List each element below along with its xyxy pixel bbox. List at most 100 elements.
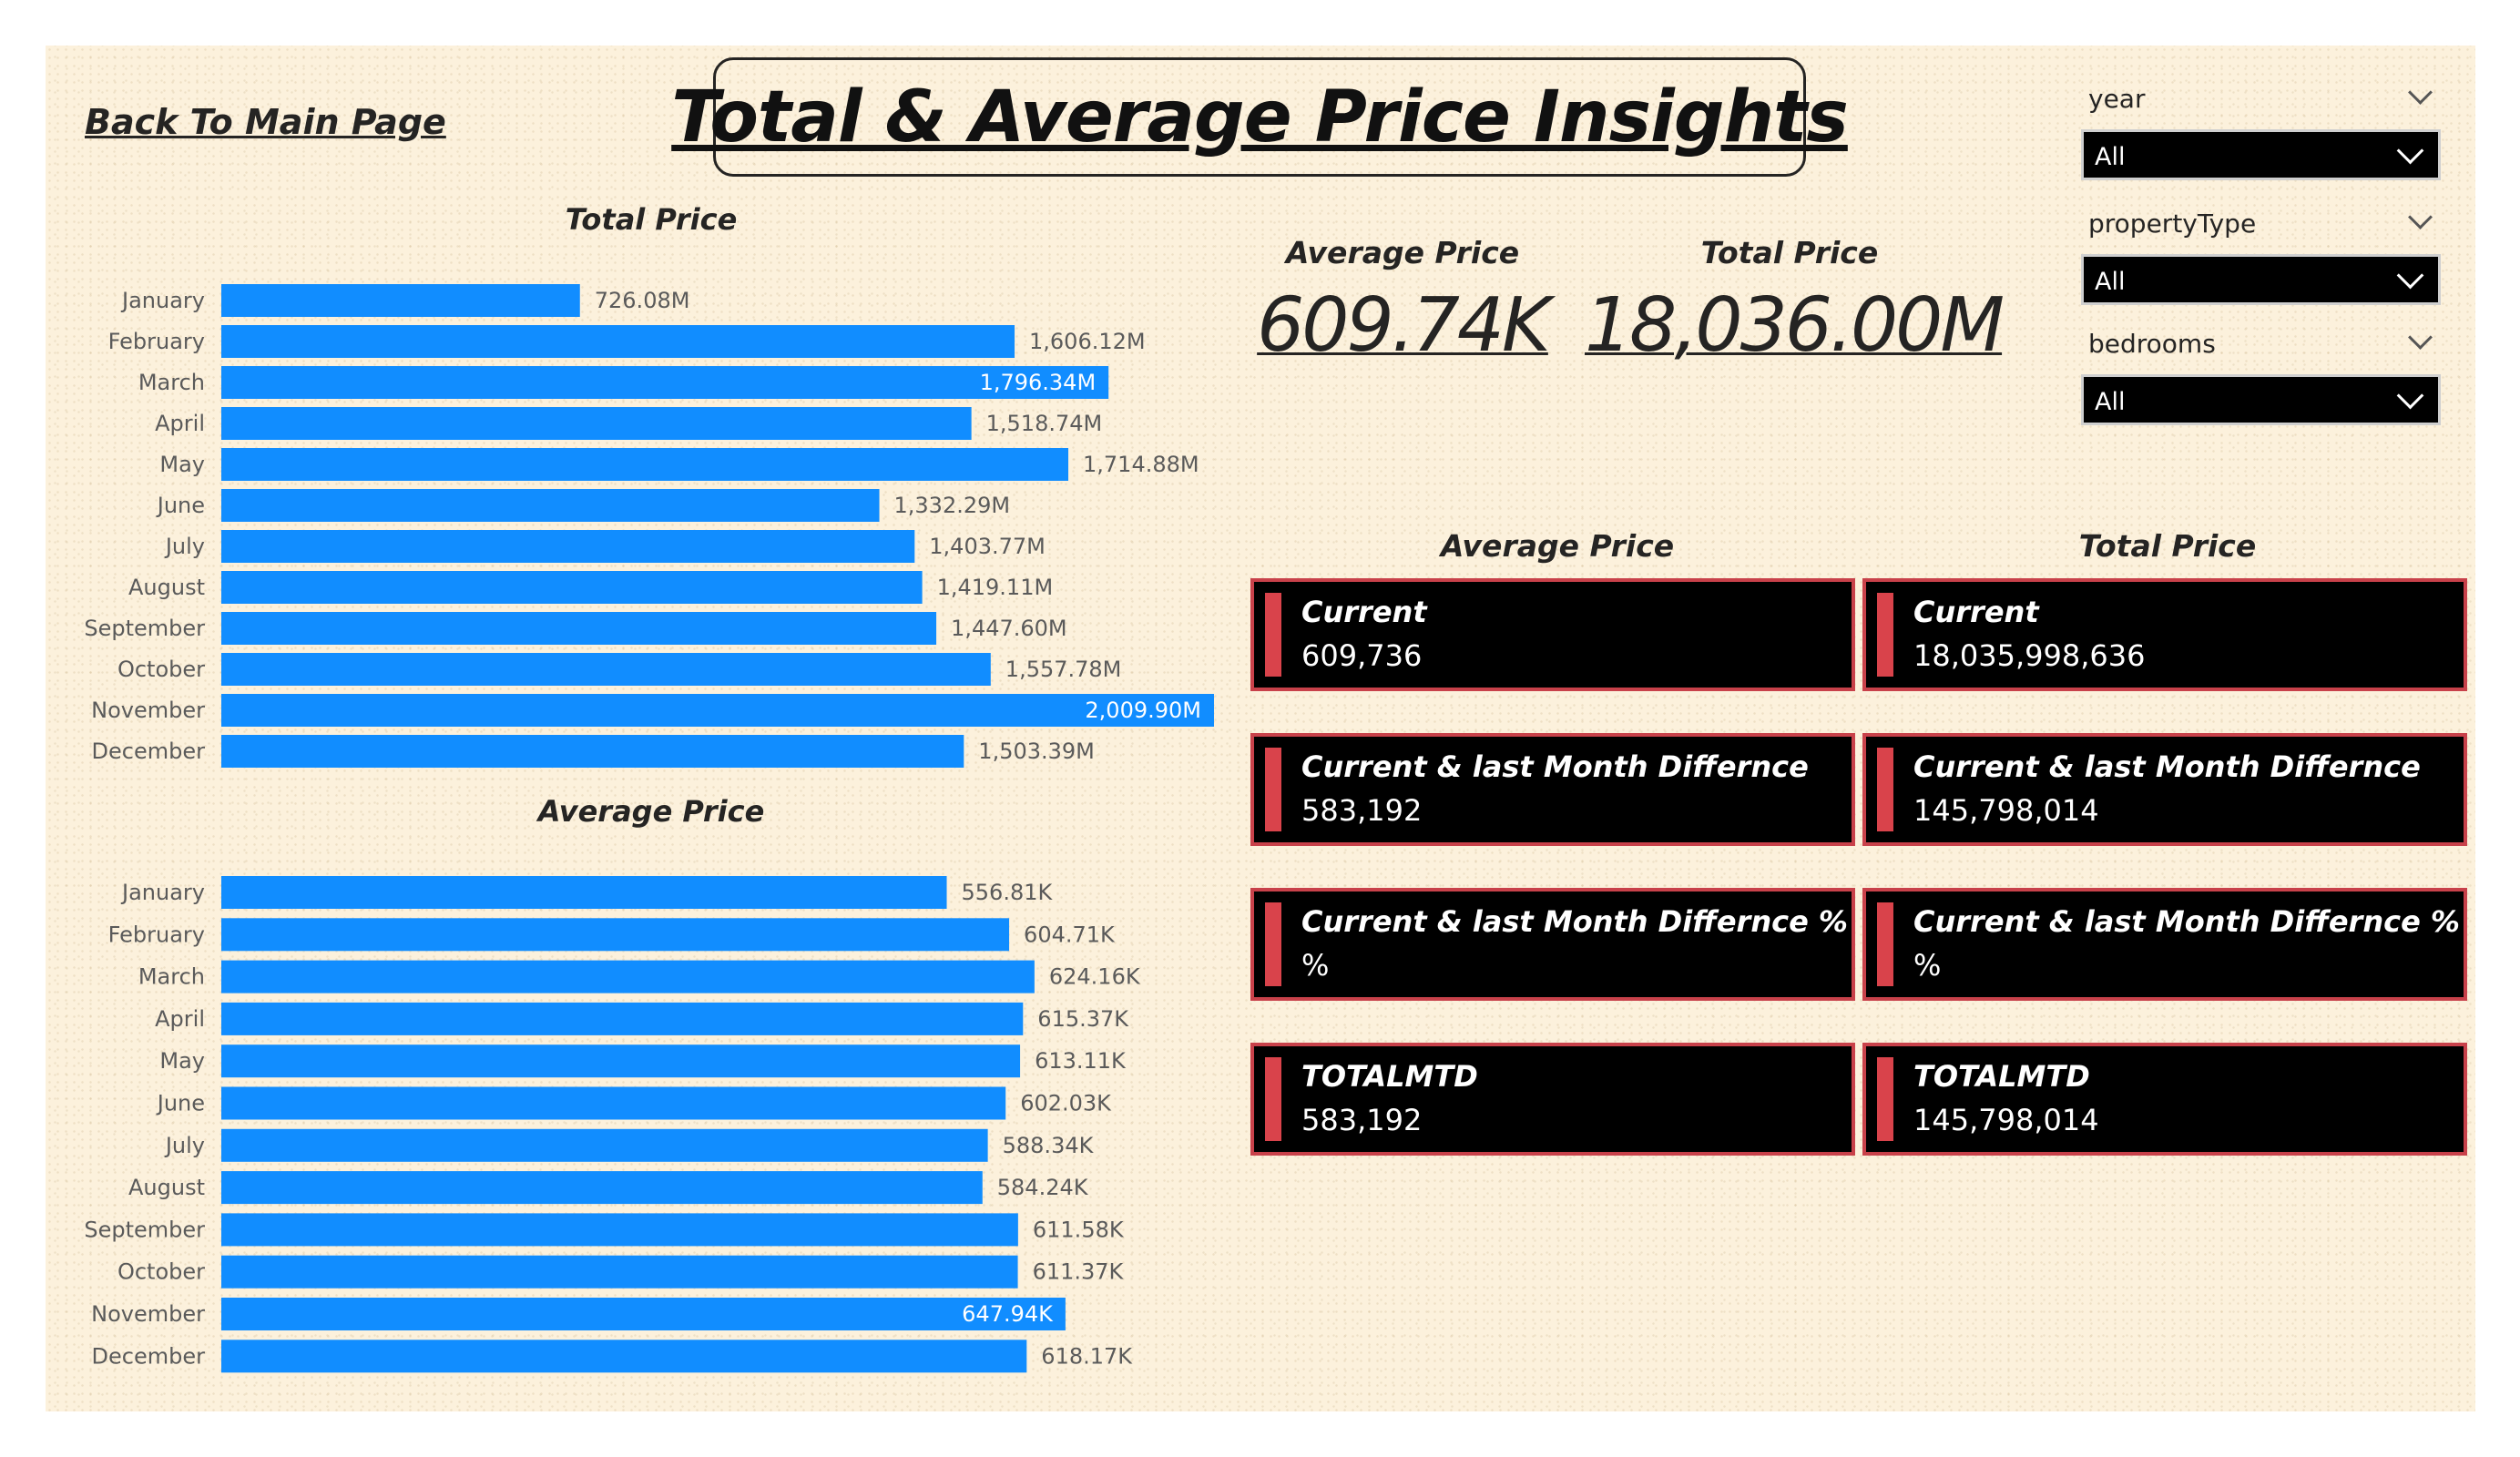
total-bar[interactable] bbox=[221, 571, 923, 604]
average-current-card: Current 609,736 bbox=[1250, 578, 1855, 691]
average-category-label: October bbox=[117, 1259, 205, 1285]
total-bar[interactable] bbox=[221, 653, 991, 686]
total-data-label: 1,503.39M bbox=[978, 739, 1095, 764]
average-data-label: 647.94K bbox=[962, 1301, 1054, 1327]
page-title: Total & Average Price Insights bbox=[671, 76, 1849, 158]
card-accent bbox=[1877, 593, 1893, 677]
average-category-label: November bbox=[91, 1301, 205, 1327]
total-bar[interactable] bbox=[221, 284, 580, 317]
total-data-label: 1,447.60M bbox=[951, 616, 1067, 641]
bedrooms-dropdown[interactable]: All bbox=[2081, 374, 2441, 425]
total-data-label: 1,796.34M bbox=[980, 370, 1097, 395]
total-bar[interactable] bbox=[221, 735, 964, 768]
average-bar[interactable] bbox=[221, 1128, 988, 1162]
average-category-label: June bbox=[156, 1091, 205, 1116]
average-bar[interactable] bbox=[221, 1298, 1066, 1330]
total-cards-title: Total Price bbox=[2078, 528, 2257, 564]
back-to-main-page-link[interactable]: Back To Main Page bbox=[85, 102, 446, 142]
average-data-label: 615.37K bbox=[1037, 1006, 1129, 1032]
average-data-label: 604.71K bbox=[1024, 922, 1116, 947]
total-category-label: October bbox=[117, 657, 205, 682]
property-type-slicer-label: propertyType bbox=[2088, 209, 2257, 239]
card-accent bbox=[1877, 748, 1893, 831]
bedrooms-dropdown-value: All bbox=[2095, 388, 2126, 416]
total-category-label: August bbox=[128, 575, 205, 600]
average-category-label: August bbox=[128, 1175, 205, 1200]
average-price-kpi-label: Average Price bbox=[1285, 235, 1520, 270]
average-totalmtd-card: TOTALMTD 583,192 bbox=[1250, 1043, 1855, 1156]
chevron-down-icon bbox=[2396, 382, 2424, 410]
average-data-label: 624.16K bbox=[1049, 964, 1141, 990]
card-value: 145,798,014 bbox=[1913, 1103, 2099, 1137]
bedrooms-slicer-label: bedrooms bbox=[2088, 329, 2216, 359]
total-bar[interactable] bbox=[221, 325, 1015, 358]
total-category-label: September bbox=[84, 616, 205, 641]
average-category-label: April bbox=[155, 1006, 205, 1032]
chevron-down-icon bbox=[2396, 137, 2424, 165]
total-month-difference-percent-card: Current & last Month Differnce % % bbox=[1862, 888, 2467, 1001]
card-accent bbox=[1265, 748, 1281, 831]
average-bar[interactable] bbox=[221, 918, 1010, 952]
average-data-label: 613.11K bbox=[1035, 1048, 1127, 1074]
total-bar[interactable] bbox=[221, 694, 1214, 727]
total-bar[interactable] bbox=[221, 612, 937, 645]
total-bar[interactable] bbox=[221, 530, 915, 563]
average-bar[interactable] bbox=[221, 1044, 1021, 1078]
total-category-label: May bbox=[159, 452, 205, 477]
total-data-label: 1,403.77M bbox=[929, 534, 1046, 559]
total-price-bar-chart: January 726.08M February 1,606.12M March 1,79… bbox=[84, 284, 1214, 768]
year-dropdown[interactable]: All bbox=[2081, 129, 2441, 180]
average-bar[interactable] bbox=[221, 876, 947, 909]
total-data-label: 2,009.90M bbox=[1085, 698, 1201, 723]
card-value: 609,736 bbox=[1301, 638, 1423, 673]
card-accent bbox=[1877, 1057, 1893, 1141]
average-category-label: September bbox=[84, 1217, 205, 1242]
card-title: Current & last Month Differnce bbox=[1913, 749, 2421, 784]
average-category-label: May bbox=[159, 1048, 205, 1074]
card-value: % bbox=[1301, 948, 1330, 983]
card-title: Current bbox=[1301, 595, 1427, 629]
total-data-label: 1,419.11M bbox=[937, 575, 1054, 600]
total-bar[interactable] bbox=[221, 366, 1109, 399]
average-category-label: January bbox=[120, 880, 205, 905]
average-price-chart-title: Average Price bbox=[537, 794, 765, 829]
average-category-label: February bbox=[108, 922, 205, 947]
total-price-kpi-value: 18,036.00M bbox=[1585, 282, 2005, 369]
total-totalmtd-card: TOTALMTD 145,798,014 bbox=[1862, 1043, 2467, 1156]
average-bar[interactable] bbox=[221, 1255, 1018, 1289]
property-type-dropdown[interactable]: All bbox=[2081, 254, 2441, 305]
average-bar[interactable] bbox=[221, 1213, 1018, 1247]
total-data-label: 1,518.74M bbox=[986, 411, 1103, 436]
total-bar[interactable] bbox=[221, 489, 880, 522]
average-bar[interactable] bbox=[221, 960, 1035, 993]
card-title: Current & last Month Differnce % bbox=[1301, 904, 1848, 939]
average-price-bar-chart: January 556.81K February 604.71K March 624.16… bbox=[84, 876, 1141, 1373]
average-category-label: July bbox=[164, 1133, 205, 1158]
average-data-label: 611.37K bbox=[1033, 1259, 1125, 1285]
average-bar[interactable] bbox=[221, 1002, 1024, 1035]
average-bar[interactable] bbox=[221, 1086, 1006, 1120]
total-data-label: 1,557.78M bbox=[1005, 657, 1122, 682]
average-price-kpi-value: 609.74K bbox=[1257, 282, 1551, 369]
card-value: % bbox=[1913, 948, 1942, 983]
total-category-label: December bbox=[92, 739, 206, 764]
average-bar[interactable] bbox=[221, 1340, 1027, 1373]
card-title: TOTALMTD bbox=[1913, 1059, 2090, 1094]
total-bar[interactable] bbox=[221, 407, 972, 440]
total-bar[interactable] bbox=[221, 448, 1069, 481]
year-dropdown-value: All bbox=[2095, 143, 2126, 171]
average-data-label: 602.03K bbox=[1020, 1091, 1112, 1116]
total-price-chart-title: Total Price bbox=[565, 202, 738, 237]
total-category-label: November bbox=[91, 698, 205, 723]
card-accent bbox=[1265, 593, 1281, 677]
total-category-label: April bbox=[155, 411, 205, 436]
average-data-label: 556.81K bbox=[962, 880, 1054, 905]
card-title: TOTALMTD bbox=[1301, 1059, 1478, 1094]
average-data-label: 618.17K bbox=[1041, 1343, 1133, 1369]
card-value: 583,192 bbox=[1301, 793, 1423, 828]
average-bar[interactable] bbox=[221, 1171, 983, 1205]
year-slicer-label: year bbox=[2088, 84, 2146, 114]
card-accent bbox=[1265, 902, 1281, 986]
property-type-dropdown-value: All bbox=[2095, 268, 2126, 296]
card-value: 583,192 bbox=[1301, 1103, 1423, 1137]
